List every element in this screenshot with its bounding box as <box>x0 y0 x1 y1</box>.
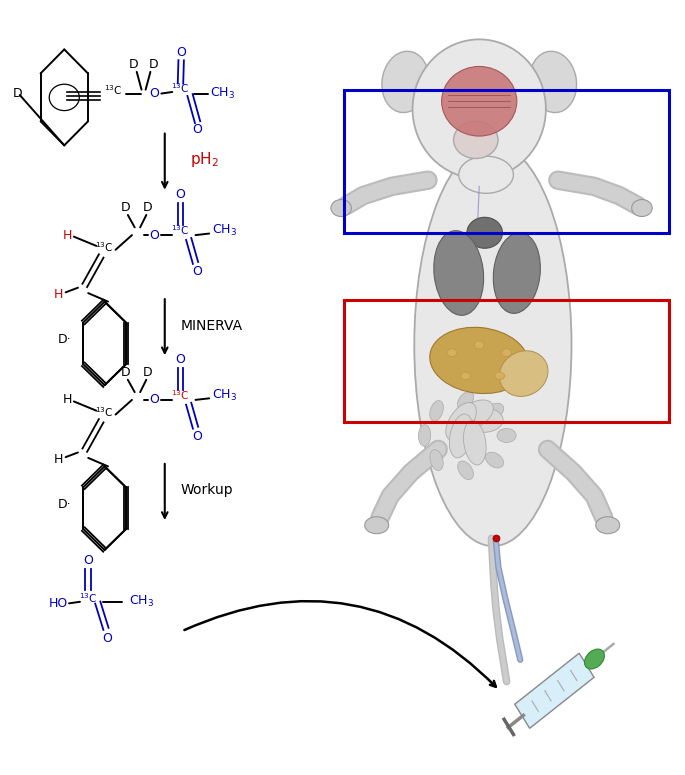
Ellipse shape <box>497 429 516 443</box>
Ellipse shape <box>464 421 486 465</box>
Ellipse shape <box>382 51 429 112</box>
Text: $^{13}$C: $^{13}$C <box>171 388 190 402</box>
Text: D: D <box>149 58 158 71</box>
Ellipse shape <box>456 400 493 429</box>
Ellipse shape <box>453 122 498 159</box>
Ellipse shape <box>459 157 513 193</box>
Ellipse shape <box>430 449 443 470</box>
Text: H: H <box>54 453 64 466</box>
Text: D: D <box>143 201 153 214</box>
Ellipse shape <box>475 341 484 349</box>
Text: O: O <box>175 353 186 366</box>
Ellipse shape <box>486 453 503 468</box>
Text: O: O <box>149 87 160 100</box>
Text: CH$_3$: CH$_3$ <box>212 388 238 403</box>
Ellipse shape <box>467 217 503 248</box>
Ellipse shape <box>499 351 548 397</box>
Ellipse shape <box>447 349 457 356</box>
Text: O: O <box>192 265 203 278</box>
Text: D: D <box>121 201 131 214</box>
Text: HO: HO <box>49 597 68 610</box>
Polygon shape <box>514 653 594 728</box>
Text: $^{13}$C: $^{13}$C <box>104 83 123 97</box>
Ellipse shape <box>502 349 511 356</box>
Text: CH$_3$: CH$_3$ <box>129 594 154 609</box>
Ellipse shape <box>458 461 473 480</box>
Ellipse shape <box>446 402 476 440</box>
Ellipse shape <box>530 51 577 112</box>
Text: O: O <box>84 554 93 567</box>
Text: D·: D· <box>58 333 72 346</box>
Ellipse shape <box>331 199 351 216</box>
Text: H: H <box>54 288 64 301</box>
Text: $^{13}$C: $^{13}$C <box>171 81 190 95</box>
Text: D: D <box>143 366 153 378</box>
Ellipse shape <box>429 401 443 421</box>
Text: O: O <box>149 394 160 406</box>
Text: D: D <box>13 87 23 100</box>
Text: D: D <box>129 58 139 71</box>
Text: H: H <box>63 229 73 242</box>
Text: CH$_3$: CH$_3$ <box>212 223 238 238</box>
Text: O: O <box>102 632 112 645</box>
Ellipse shape <box>434 231 484 315</box>
Ellipse shape <box>486 403 503 418</box>
Ellipse shape <box>458 391 473 410</box>
Text: O: O <box>149 229 160 242</box>
Ellipse shape <box>442 67 516 136</box>
Ellipse shape <box>364 517 388 534</box>
Text: MINERVA: MINERVA <box>180 319 242 332</box>
Text: H: H <box>63 394 73 406</box>
Ellipse shape <box>495 372 505 380</box>
Ellipse shape <box>429 327 529 394</box>
Ellipse shape <box>412 40 546 178</box>
Text: pH$_2$: pH$_2$ <box>190 150 219 169</box>
Text: $^{13}$C: $^{13}$C <box>171 223 190 237</box>
Ellipse shape <box>449 414 473 458</box>
Text: D: D <box>121 366 131 378</box>
Bar <box>344 90 669 232</box>
Text: Workup: Workup <box>181 483 234 497</box>
Ellipse shape <box>632 199 652 216</box>
Text: O: O <box>176 46 186 59</box>
Ellipse shape <box>414 144 571 546</box>
Ellipse shape <box>596 517 620 534</box>
Text: O: O <box>175 188 186 202</box>
Text: O: O <box>192 123 203 136</box>
Text: $^{13}$C: $^{13}$C <box>95 405 114 419</box>
Text: D·: D· <box>58 498 72 511</box>
Text: O: O <box>192 430 203 443</box>
Ellipse shape <box>493 232 540 313</box>
Ellipse shape <box>461 372 471 380</box>
Ellipse shape <box>419 425 431 446</box>
Text: $^{13}$C: $^{13}$C <box>95 240 114 254</box>
Bar <box>344 300 669 422</box>
Ellipse shape <box>584 649 604 669</box>
Text: CH$_3$: CH$_3$ <box>210 86 236 101</box>
Ellipse shape <box>464 408 503 432</box>
Text: $^{13}$C: $^{13}$C <box>79 591 97 604</box>
